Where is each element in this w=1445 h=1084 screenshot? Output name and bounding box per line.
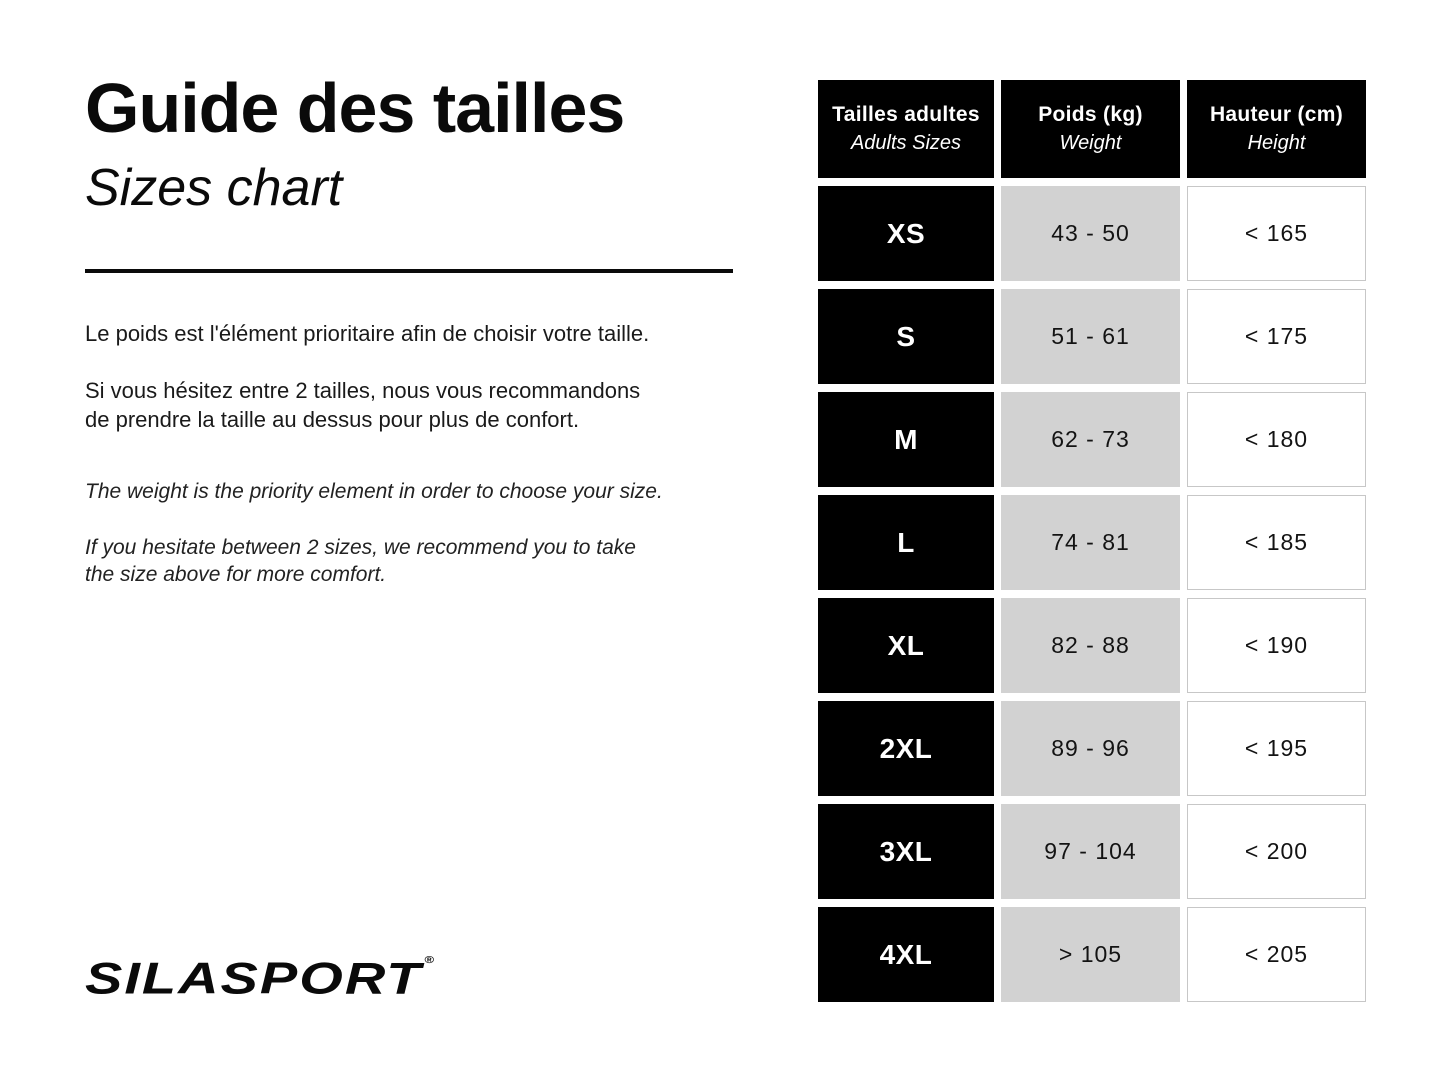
height-cell: < 175: [1187, 289, 1366, 384]
weight-cell: 51 - 61: [1001, 289, 1180, 384]
height-cell: < 195: [1187, 701, 1366, 796]
height-cell: < 200: [1187, 804, 1366, 899]
paragraph-fr-hesitate: Si vous hésitez entre 2 tailles, nous vo…: [85, 377, 641, 432]
header-label-fr: Hauteur (cm): [1209, 103, 1344, 126]
page-subtitle: Sizes chart: [85, 158, 343, 217]
size-cell: S: [818, 289, 994, 384]
header-label-en: Adults Sizes: [850, 132, 962, 154]
header-label-fr: Poids (kg): [1038, 103, 1143, 126]
logo-wordmark: SILASPORT: [85, 952, 423, 1004]
header-label-en: Height: [1247, 132, 1306, 154]
height-cell: < 205: [1187, 907, 1366, 1002]
column-header-adult-sizes: Tailles adultes Adults Sizes: [818, 80, 994, 178]
weight-cell: 62 - 73: [1001, 392, 1180, 487]
divider-line: [85, 268, 733, 273]
weight-cell: > 105: [1001, 907, 1180, 1002]
intro-section: Guide des tailles Sizes chart Le poids e…: [85, 69, 745, 589]
size-cell: 3XL: [818, 804, 994, 899]
size-cell: XS: [818, 186, 994, 281]
column-header-height: Hauteur (cm) Height: [1187, 80, 1366, 178]
registered-trademark-symbol: ®: [424, 953, 435, 966]
column-header-weight: Poids (kg) Weight: [1001, 80, 1180, 178]
size-cell: M: [818, 392, 994, 487]
paragraph-en-priority: The weight is the priority element in or…: [85, 479, 663, 503]
weight-cell: 97 - 104: [1001, 804, 1180, 899]
sizes-table: Tailles adultes Adults Sizes Poids (kg) …: [818, 80, 1366, 1002]
silasport-logo: SILASPORT ®: [85, 952, 435, 1004]
size-cell: XL: [818, 598, 994, 693]
weight-cell: 43 - 50: [1001, 186, 1180, 281]
header-label-fr: Tailles adultes: [832, 103, 980, 126]
paragraph-en-hesitate: If you hesitate between 2 sizes, we reco…: [85, 535, 636, 587]
height-cell: < 180: [1187, 392, 1366, 487]
height-cell: < 190: [1187, 598, 1366, 693]
weight-cell: 89 - 96: [1001, 701, 1180, 796]
size-cell: 4XL: [818, 907, 994, 1002]
paragraph-fr-priority: Le poids est l'élément prioritaire afin …: [85, 320, 650, 346]
height-cell: < 165: [1187, 186, 1366, 281]
height-cell: < 185: [1187, 495, 1366, 590]
header-label-en: Weight: [1059, 132, 1122, 154]
weight-cell: 74 - 81: [1001, 495, 1180, 590]
size-cell: L: [818, 495, 994, 590]
page-title: Guide des tailles: [85, 69, 625, 147]
weight-cell: 82 - 88: [1001, 598, 1180, 693]
size-cell: 2XL: [818, 701, 994, 796]
